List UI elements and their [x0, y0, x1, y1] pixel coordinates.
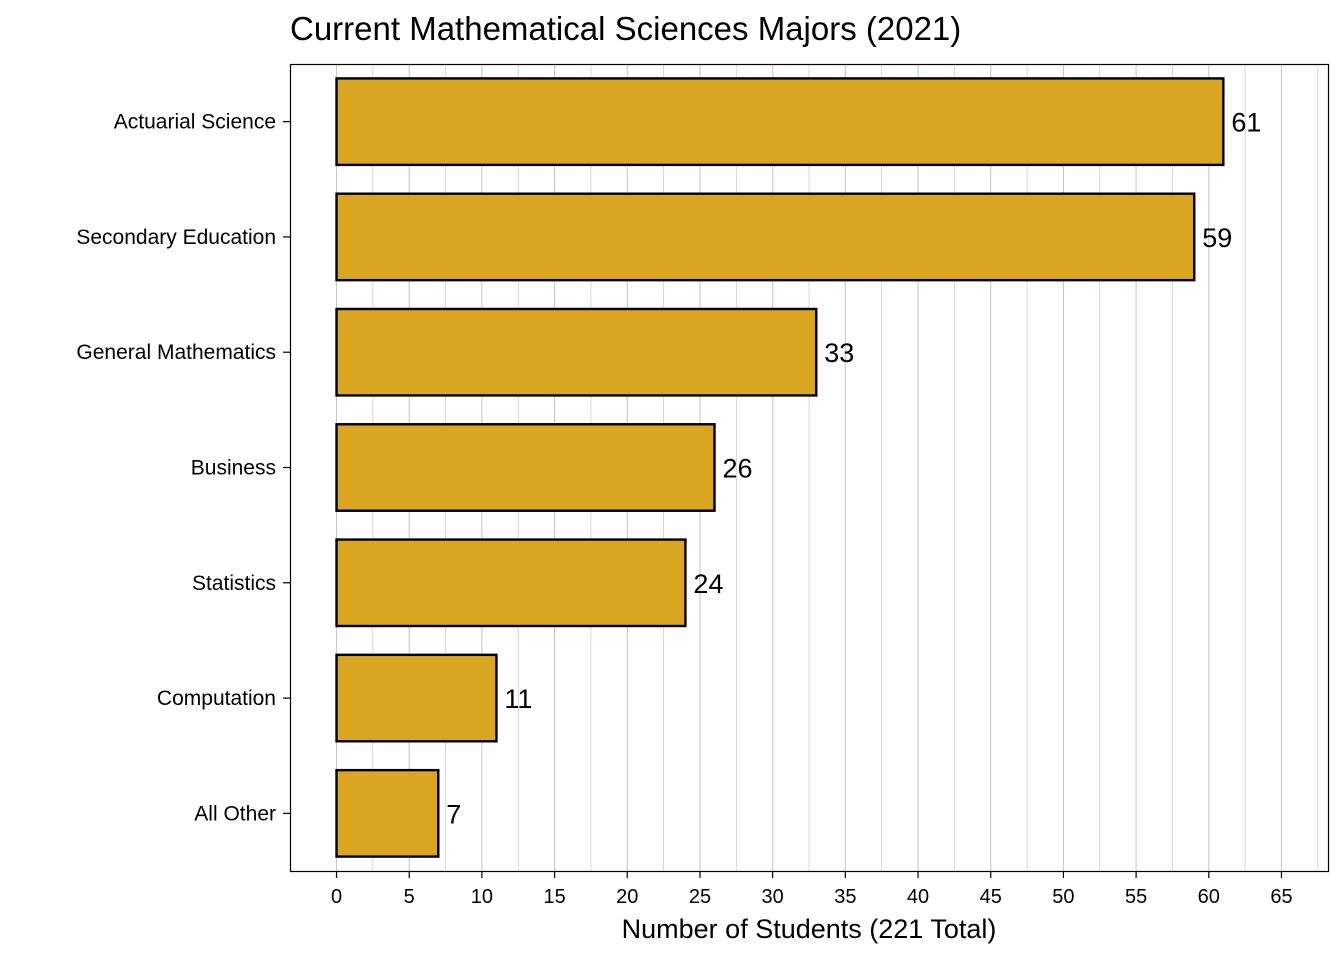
x-tick-label: 40	[907, 886, 929, 908]
value-labels: 61 59 33 26 24 11 7	[446, 108, 1261, 830]
bars	[335, 77, 1225, 858]
y-tick-label: Secondary Education	[76, 226, 276, 249]
x-tick-label: 60	[1198, 886, 1220, 908]
bar-statistics	[335, 538, 687, 628]
value-label: 26	[723, 454, 753, 484]
chart-title: Current Mathematical Sciences Majors (20…	[290, 10, 961, 47]
y-tick-label: Business	[191, 457, 276, 480]
x-tick-label: 65	[1270, 886, 1292, 908]
y-tick-label: All Other	[194, 802, 276, 825]
value-label: 61	[1231, 108, 1261, 138]
x-tick-label: 30	[762, 886, 784, 908]
x-tick-label: 15	[543, 886, 565, 908]
value-label: 7	[446, 799, 461, 829]
y-tick-label: Computation	[157, 687, 276, 710]
x-tick-label: 35	[834, 886, 856, 908]
x-tick-label: 5	[404, 886, 415, 908]
x-axis-title: Number of Students (221 Total)	[622, 914, 997, 944]
bar-secondary-education	[335, 192, 1196, 282]
y-axis: Actuarial Science Secondary Education Gene…	[76, 111, 290, 825]
y-tick-label: Statistics	[192, 572, 276, 595]
value-label: 59	[1202, 223, 1232, 253]
x-tick-label: 55	[1125, 886, 1147, 908]
x-tick-label: 20	[616, 886, 638, 908]
x-tick-label: 25	[689, 886, 711, 908]
x-tick-label: 10	[471, 886, 493, 908]
bar-business	[335, 423, 716, 512]
bar-general-mathematics	[335, 307, 818, 397]
bar-all-other	[335, 768, 440, 858]
value-label: 11	[504, 684, 532, 714]
plot-frame	[289, 63, 1330, 873]
x-axis: 0 5 10 15 20 25 30 35 40 45 50 55 60 65	[331, 871, 1293, 908]
bar-computation	[335, 653, 498, 743]
value-label: 24	[693, 569, 723, 599]
bar-actuarial-science	[335, 77, 1225, 167]
x-tick-label: 0	[331, 886, 342, 908]
value-label: 33	[824, 338, 854, 368]
x-tick-label: 45	[980, 886, 1002, 908]
y-tick-label: General Mathematics	[76, 341, 276, 364]
x-tick-label: 50	[1052, 886, 1074, 908]
y-tick-label: Actuarial Science	[114, 111, 276, 134]
